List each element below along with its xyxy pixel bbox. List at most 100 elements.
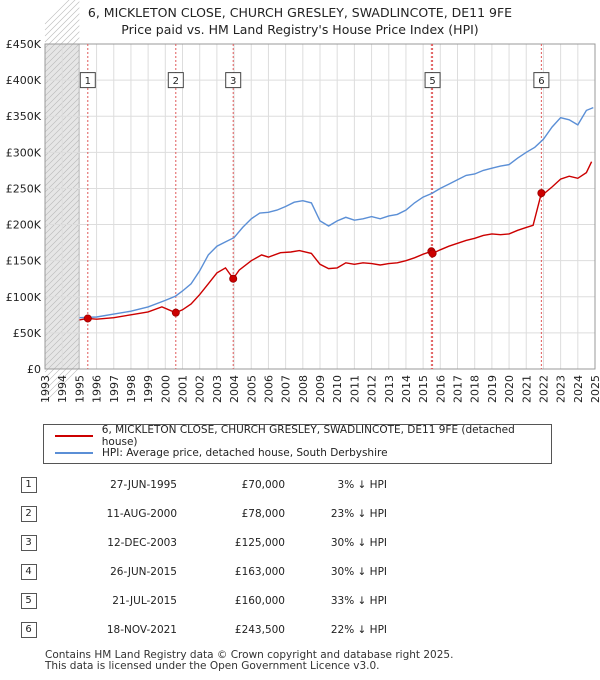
- sale-hpi-diff: 30% ↓ HPI: [330, 536, 387, 549]
- hatch-line: [44, 1, 80, 37]
- x-tick-label: 1999: [142, 375, 155, 403]
- y-tick-label: £50K: [13, 327, 42, 340]
- x-tick-label: 2017: [452, 375, 465, 403]
- sale-price: £243,500: [234, 623, 285, 636]
- sales-row: 4 26-JUN-2015 £163,000 30% ↓ HPI: [0, 557, 387, 586]
- legend: 6, MICKLETON CLOSE, CHURCH GRESLEY, SWAD…: [43, 424, 552, 464]
- x-tick-label: 1998: [125, 375, 138, 403]
- footer-licence: This data is licensed under the Open Gov…: [45, 660, 380, 672]
- sale-number-cell: 2: [0, 499, 57, 528]
- y-tick-label: £150K: [6, 255, 42, 268]
- sale-date: 12-DEC-2003: [107, 536, 177, 549]
- y-tick-label: £0: [27, 363, 41, 376]
- sale-date: 18-NOV-2021: [106, 623, 177, 636]
- x-tick-label: 2025: [589, 375, 600, 403]
- sales-row: 1 27-JUN-1995 £70,000 3% ↓ HPI: [0, 470, 387, 499]
- sale-point: [83, 314, 92, 323]
- sale-price-cell: £78,000: [177, 499, 285, 528]
- x-tick-label: 2011: [348, 375, 361, 403]
- sale-number: 5: [20, 592, 37, 609]
- sale-date-cell: 11-AUG-2000: [57, 499, 177, 528]
- y-tick-label: £100K: [6, 291, 42, 304]
- sale-hpi-diff-cell: 3% ↓ HPI: [285, 470, 387, 499]
- sale-date-cell: 26-JUN-2015: [57, 557, 177, 586]
- price-chart: 1 2 3 5 6 £0 £50K £100K £150K £200K £250K £300K £350…: [6, 0, 600, 403]
- sale-number: 4: [20, 563, 37, 580]
- sale-point: [171, 308, 180, 317]
- y-tick-label: £350K: [6, 110, 42, 123]
- x-tick-label: 2003: [211, 375, 224, 403]
- legend-hpi-line: [55, 452, 93, 454]
- sale-point: [229, 274, 238, 283]
- sales-row: 2 11-AUG-2000 £78,000 23% ↓ HPI: [0, 499, 387, 528]
- y-tick-label: £300K: [6, 146, 42, 159]
- sale-number-cell: 6: [0, 615, 57, 644]
- x-tick-label: 2018: [469, 375, 482, 403]
- sale-number-cell: 3: [0, 528, 57, 557]
- x-tick-label: 2024: [572, 375, 585, 403]
- x-tick-label: 2004: [228, 375, 241, 403]
- sales-table: 1 27-JUN-1995 £70,000 3% ↓ HPI 2 11-AUG-2000 £…: [0, 470, 387, 644]
- sale-price-cell: £70,000: [177, 470, 285, 499]
- x-tick-label: 2016: [434, 375, 447, 403]
- chart-title-line2: Price paid vs. HM Land Registry's House …: [121, 22, 479, 37]
- sale-price-cell: £160,000: [177, 586, 285, 615]
- x-tick-label: 1995: [73, 375, 86, 403]
- sale-number-cell: 4: [0, 557, 57, 586]
- footer-copyright: Contains HM Land Registry data © Crown c…: [45, 649, 454, 661]
- x-tick-label: 1994: [56, 375, 69, 403]
- sale-date-cell: 27-JUN-1995: [57, 470, 177, 499]
- sale-price-cell: £243,500: [177, 615, 285, 644]
- sale-date: 27-JUN-1995: [110, 478, 177, 491]
- sale-price-cell: £163,000: [177, 557, 285, 586]
- chart-title-line1: 6, MICKLETON CLOSE, CHURCH GRESLEY, SWAD…: [87, 5, 513, 20]
- hatch-line: [44, 13, 80, 49]
- sale-label-number: 5: [429, 76, 435, 87]
- property-price-line: [79, 161, 593, 321]
- y-tick-label: £450K: [6, 38, 42, 51]
- sale-label-number: 2: [173, 76, 179, 87]
- sales-row: 5 21-JUL-2015 £160,000 33% ↓ HPI: [0, 586, 387, 615]
- x-tick-label: 2022: [537, 375, 550, 403]
- sale-hpi-diff: 23% ↓ HPI: [330, 507, 387, 520]
- legend-item-hpi: HPI: Average price, detached house, Sout…: [44, 445, 388, 461]
- sale-label-box: [424, 72, 441, 89]
- hatch-line: [44, 7, 80, 43]
- hatch-line: [44, 0, 70, 25]
- sale-hpi-diff: 3% ↓ HPI: [337, 478, 387, 491]
- hatch-line: [44, 0, 76, 31]
- sale-hpi-diff-cell: 30% ↓ HPI: [285, 557, 387, 586]
- legend-hpi-label: HPI: Average price, detached house, Sout…: [102, 447, 388, 459]
- sale-number-cell: 1: [0, 470, 57, 499]
- sale-date-cell: 21-JUL-2015: [57, 586, 177, 615]
- x-tick-label: 2002: [194, 375, 207, 403]
- x-tick-label: 2001: [177, 375, 190, 403]
- hatch-line: [44, 19, 80, 55]
- sale-label-box: [167, 72, 184, 89]
- sale-price: £125,000: [234, 536, 285, 549]
- legend-property-label: 6, MICKLETON CLOSE, CHURCH GRESLEY, SWAD…: [101, 424, 515, 448]
- sale-price: £78,000: [241, 507, 285, 520]
- sale-label-box: [225, 72, 242, 89]
- x-tick-label: 2015: [417, 375, 430, 403]
- sale-date: 11-AUG-2000: [106, 507, 177, 520]
- sale-date-cell: 12-DEC-2003: [57, 528, 177, 557]
- sale-number: 6: [20, 621, 37, 638]
- legend-property-line: [55, 435, 93, 437]
- sale-label-number: 3: [230, 76, 236, 87]
- hatch-line: [44, 355, 80, 391]
- y-tick-label: £400K: [6, 74, 42, 87]
- sale-point: [428, 249, 437, 258]
- x-tick-label: 2010: [331, 375, 344, 403]
- sale-label-box: [79, 72, 96, 89]
- sale-hpi-diff-cell: 23% ↓ HPI: [285, 499, 387, 528]
- x-tick-label: 2000: [159, 375, 172, 403]
- sale-hpi-diff-cell: 30% ↓ HPI: [285, 528, 387, 557]
- sale-hpi-diff-cell: 22% ↓ HPI: [285, 615, 387, 644]
- hatch-line: [44, 367, 80, 403]
- sale-hpi-diff: 30% ↓ HPI: [330, 565, 387, 578]
- plot-frame: [44, 43, 596, 370]
- y-tick-label: £250K: [6, 182, 42, 195]
- footer: Contains HM Land Registry data © Crown c…: [45, 650, 453, 672]
- sale-number: 2: [20, 505, 37, 522]
